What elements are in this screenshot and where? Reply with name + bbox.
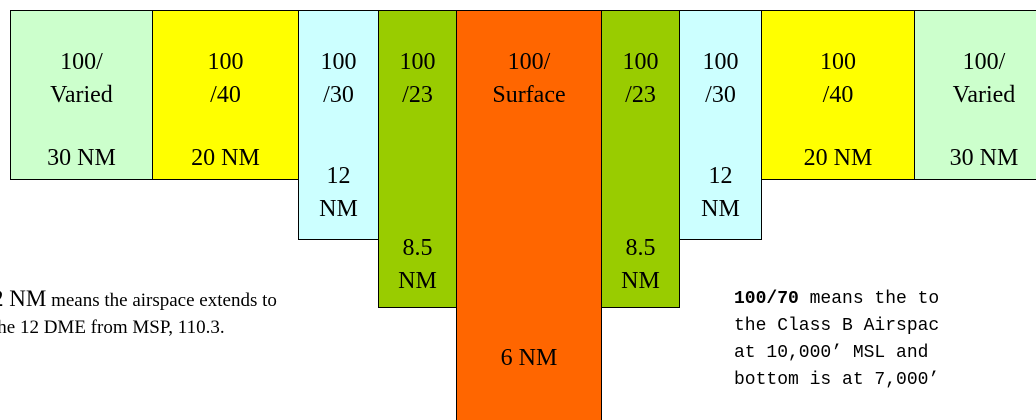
tier-6nm-surface-distance: 6 NM — [500, 345, 558, 371]
tier-30nm-right-distance: 30 NM — [949, 145, 1019, 171]
tier-30nm-left — [10, 10, 153, 180]
tier-8-5nm-left-distance: 8.5 NM — [398, 235, 437, 294]
tier-12nm-left — [298, 10, 379, 240]
tier-8-5nm-left-altitude: 100 /23 — [399, 49, 436, 108]
tier-20nm-left — [152, 10, 299, 180]
tier-8-5nm-right-distance: 8.5 NM — [621, 235, 660, 294]
tier-8-5nm-right-altitude: 100 /23 — [622, 49, 659, 108]
note-altitude-explanation: 100/70 means the to the Class B Airspac … — [734, 286, 1036, 394]
tier-30nm-right-altitude: 100/ Varied — [952, 49, 1016, 108]
tier-20nm-left-distance: 20 NM — [191, 145, 260, 171]
note-altitude-text: means the to the Class B Airspac at 10,0… — [734, 289, 940, 390]
tier-12nm-right-distance: 12 NM — [701, 163, 740, 222]
tier-20nm-right-distance: 20 NM — [803, 145, 873, 171]
tier-6nm-surface — [456, 10, 602, 420]
note-distance-term: 2 NM — [0, 286, 47, 311]
tier-30nm-right — [914, 10, 1036, 180]
tier-12nm-left-altitude: 100 /30 — [320, 49, 357, 108]
tier-12nm-left-distance: 12 NM — [319, 163, 358, 222]
tier-12nm-right-altitude: 100 /30 — [702, 49, 739, 108]
tier-20nm-left-altitude: 100 /40 — [207, 49, 244, 108]
note-distance-text: means the airspace extends to the 12 DME… — [0, 290, 277, 338]
note-distance-explanation: 2 NM means the airspace extends to the 1… — [0, 285, 292, 341]
tier-6nm-surface-altitude: 100/ Surface — [492, 49, 566, 108]
tier-12nm-right — [679, 10, 762, 240]
note-altitude-term: 100/70 — [734, 289, 799, 309]
tier-20nm-right-altitude: 100 /40 — [820, 49, 856, 108]
tier-30nm-left-altitude: 100/ Varied — [50, 49, 113, 108]
tier-30nm-left-distance: 30 NM — [47, 145, 116, 171]
